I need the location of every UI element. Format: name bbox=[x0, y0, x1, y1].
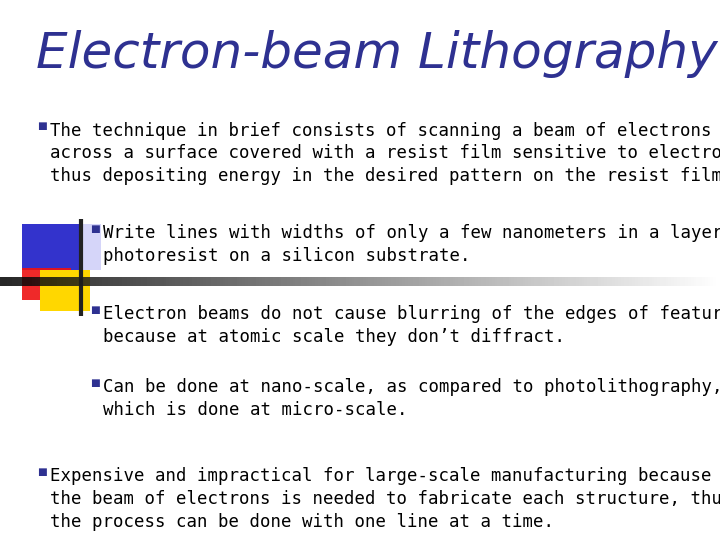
Text: ■: ■ bbox=[37, 467, 48, 477]
Bar bbox=[22, 224, 83, 270]
Text: ■: ■ bbox=[90, 224, 100, 234]
Text: Expensive and impractical for large-scale manufacturing because
the beam of elec: Expensive and impractical for large-scal… bbox=[50, 467, 720, 531]
Text: Write lines with widths of only a few nanometers in a layer of
photoresist on a : Write lines with widths of only a few na… bbox=[103, 224, 720, 265]
Text: ■: ■ bbox=[90, 305, 100, 315]
Bar bbox=[61, 224, 101, 270]
Text: Electron beams do not cause blurring of the edges of features
because at atomic : Electron beams do not cause blurring of … bbox=[103, 305, 720, 346]
Text: ■: ■ bbox=[37, 122, 48, 132]
Text: The technique in brief consists of scanning a beam of electrons
across a surface: The technique in brief consists of scann… bbox=[50, 122, 720, 185]
Text: ■: ■ bbox=[90, 378, 100, 388]
Bar bbox=[22, 268, 71, 300]
Text: Can be done at nano-scale, as compared to photolithography,
which is done at mic: Can be done at nano-scale, as compared t… bbox=[103, 378, 720, 419]
Bar bbox=[40, 270, 90, 310]
Text: Electron-beam Lithography: Electron-beam Lithography bbox=[36, 30, 718, 78]
